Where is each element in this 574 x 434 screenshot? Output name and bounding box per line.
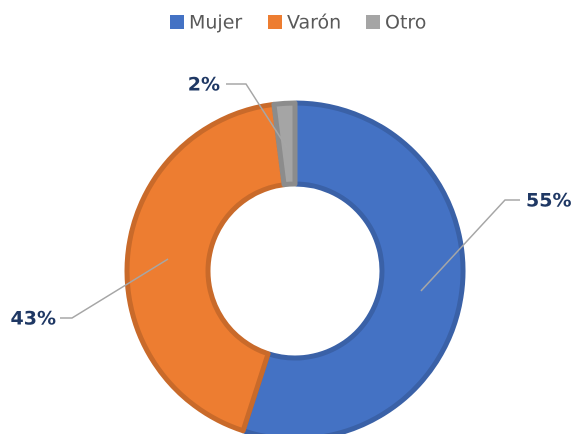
leader-line bbox=[420, 199, 520, 292]
leader-line bbox=[60, 258, 169, 319]
data-label: 43% bbox=[11, 308, 56, 330]
donut-slice bbox=[240, 100, 466, 434]
legend-swatch bbox=[268, 15, 282, 29]
leader-line bbox=[226, 83, 288, 149]
data-label: 55% bbox=[526, 190, 571, 212]
data-label: 2% bbox=[188, 74, 220, 96]
legend-swatch bbox=[366, 15, 380, 29]
donut-slice bbox=[124, 101, 287, 434]
legend-label: Varón bbox=[287, 12, 341, 34]
legend-label: Otro bbox=[385, 12, 426, 34]
legend-swatch bbox=[170, 15, 184, 29]
legend-label: Mujer bbox=[189, 12, 242, 34]
